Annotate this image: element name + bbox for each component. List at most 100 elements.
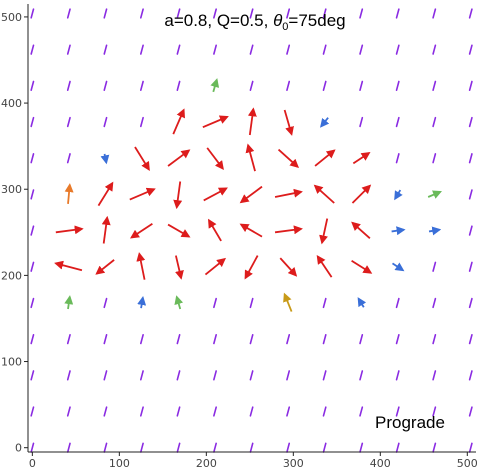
field-dash: [468, 406, 473, 417]
field-dash: [139, 333, 144, 345]
field-arrow: [130, 222, 153, 239]
field-dash: [468, 225, 473, 236]
field-dash: [139, 406, 144, 417]
field-arrow: [245, 143, 256, 172]
field-dash: [176, 8, 181, 19]
field-arrow: [64, 295, 74, 310]
field-arrow: [394, 189, 403, 201]
field-dash: [359, 333, 364, 345]
field-dash: [103, 333, 108, 345]
field-arrow: [204, 257, 226, 276]
field-arrow: [319, 218, 329, 245]
field-dash: [66, 406, 71, 417]
field-arrow: [277, 148, 300, 169]
x-tick-label-5: 500: [457, 457, 478, 470]
prograde-label: Prograde: [375, 413, 445, 432]
y-tick-label-0: 0: [15, 442, 22, 455]
field-dash: [432, 442, 437, 453]
field-dash: [30, 225, 35, 236]
title-prefix: a=0.8, Q=0.5,: [164, 11, 273, 30]
field-arrow: [167, 223, 191, 238]
field-dash: [139, 442, 144, 453]
title-subscript: 0: [282, 21, 288, 33]
chart-title: a=0.8, Q=0.5, θ0=75deg: [164, 11, 345, 33]
field-arrow: [428, 226, 442, 236]
field-arrow: [244, 255, 259, 280]
field-dash: [30, 189, 35, 200]
field-dash: [30, 44, 35, 55]
field-arrow: [274, 188, 303, 198]
field-dash: [468, 8, 473, 19]
field-dash: [395, 153, 400, 164]
field-arrow: [239, 223, 263, 238]
field-dash: [139, 8, 144, 19]
field-dash: [432, 8, 437, 19]
field-dash: [432, 406, 437, 417]
field-arrow: [100, 153, 110, 165]
x-tick-label-0: 0: [29, 457, 36, 470]
y-tick-label-2: 200: [1, 269, 22, 282]
field-dash: [359, 370, 364, 381]
field-dash: [103, 406, 108, 417]
field-dash: [66, 333, 71, 345]
field-dash: [359, 44, 364, 55]
field-arrow: [316, 254, 333, 278]
field-dash: [103, 116, 108, 128]
field-dash: [359, 442, 364, 453]
field-dash: [286, 442, 291, 453]
field-arrow: [283, 292, 293, 312]
field-dash: [286, 406, 291, 417]
x-tick-label-1: 100: [109, 457, 130, 470]
field-dash: [139, 370, 144, 381]
field-dash: [66, 153, 71, 164]
field-arrow: [173, 181, 183, 210]
title-theta: θ: [273, 11, 283, 30]
field-dash: [66, 8, 71, 19]
y-tick-label-4: 400: [1, 97, 22, 110]
y-axis-ticks: 0 100 200 300 400 500: [1, 11, 28, 455]
field-dash: [139, 44, 144, 55]
field-arrow: [351, 221, 371, 240]
field-dash: [66, 370, 71, 381]
field-dash: [322, 8, 327, 19]
field-arrow: [320, 117, 330, 128]
field-dash: [359, 80, 364, 91]
field-dash: [468, 80, 473, 91]
field-arrow: [202, 115, 229, 129]
field-dash: [468, 189, 473, 200]
field-dash: [66, 442, 71, 453]
field-arrows: [54, 78, 442, 312]
field-dash: [249, 8, 254, 19]
field-dash: [468, 44, 473, 55]
field-dash: [176, 333, 181, 345]
field-dash: [432, 80, 437, 91]
field-dash: [395, 116, 400, 128]
field-arrow: [64, 183, 74, 204]
field-dash: [249, 370, 254, 381]
field-arrow: [274, 225, 303, 235]
field-arrow: [352, 152, 371, 165]
field-arrow: [137, 296, 147, 309]
field-dash: [432, 370, 437, 381]
field-dash: [286, 370, 291, 381]
field-dash: [176, 406, 181, 417]
x-axis-ticks: 0 100 200 300 400 500: [29, 452, 478, 470]
field-dash: [286, 333, 291, 345]
field-dash: [432, 116, 437, 128]
field-dash: [30, 370, 35, 381]
field-dash: [30, 406, 35, 417]
field-dash: [103, 44, 108, 55]
field-arrow: [283, 109, 294, 136]
field-arrow: [134, 146, 150, 171]
field-dash: [249, 44, 254, 55]
field-arrow: [167, 149, 191, 167]
field-dash: [139, 80, 144, 91]
field-arrow: [351, 259, 373, 274]
field-dash: [249, 80, 254, 91]
field-arrow: [314, 149, 336, 167]
field-arrow: [95, 259, 115, 275]
field-dash: [432, 261, 437, 272]
field-dash: [468, 370, 473, 381]
field-arrow: [247, 107, 257, 136]
field-dash: [103, 80, 108, 91]
